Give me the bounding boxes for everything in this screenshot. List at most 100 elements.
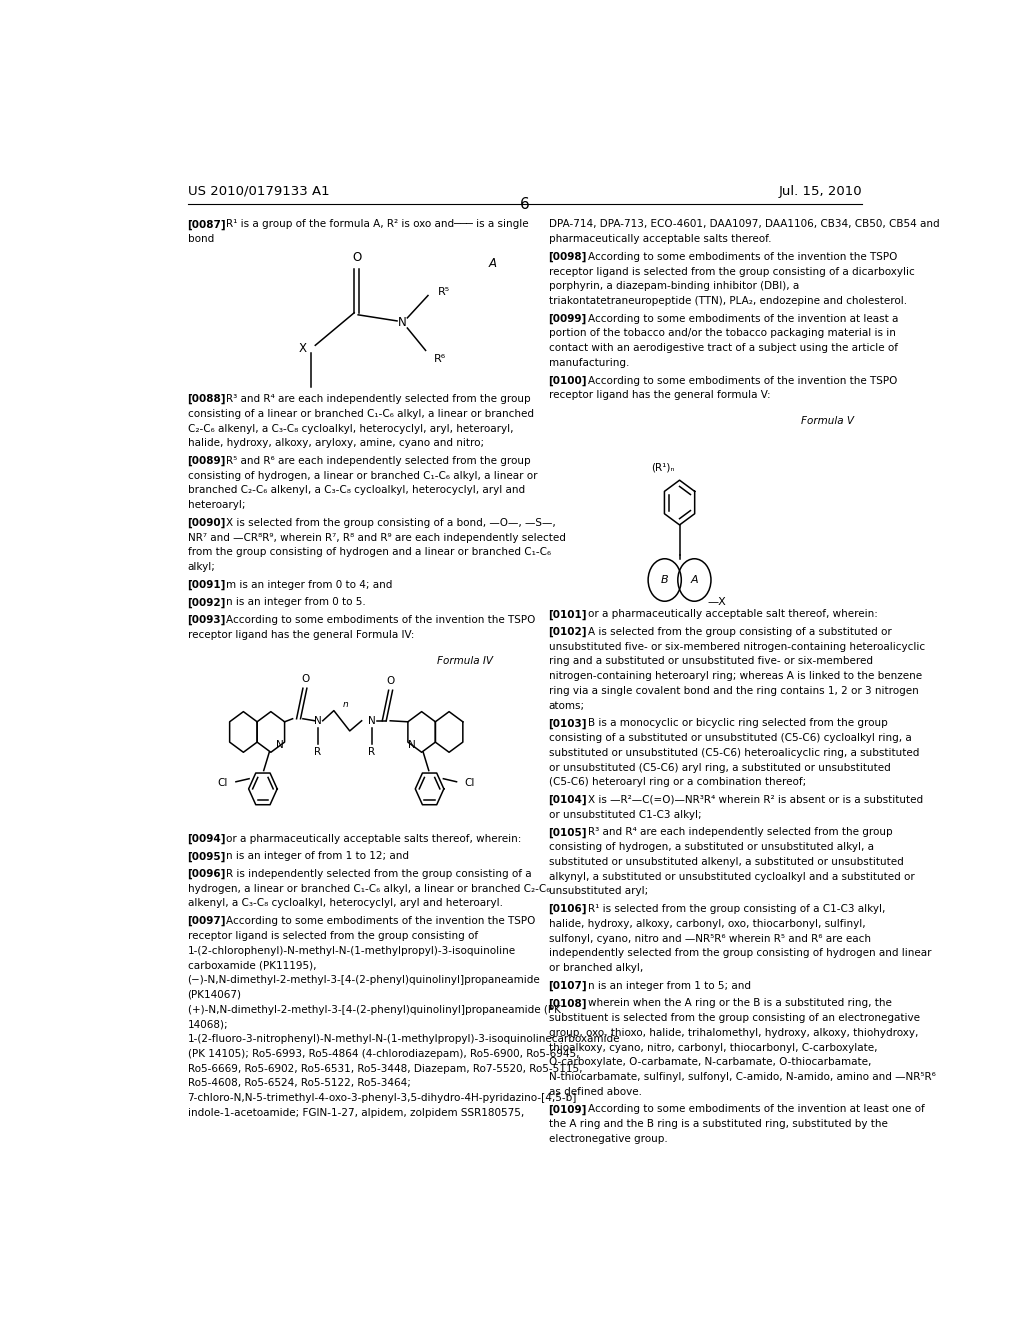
Text: substituted or unsubstituted alkenyl, a substituted or unsubstituted: substituted or unsubstituted alkenyl, a … [549,857,903,867]
Text: B is a monocyclic or bicyclic ring selected from the group: B is a monocyclic or bicyclic ring selec… [574,718,888,729]
Text: B: B [660,576,669,585]
Text: receptor ligand is selected from the group consisting of a dicarboxylic: receptor ligand is selected from the gro… [549,267,914,277]
Text: Jul. 15, 2010: Jul. 15, 2010 [778,185,862,198]
Text: R¹ is selected from the group consisting of a C1-C3 alkyl,: R¹ is selected from the group consisting… [574,904,885,913]
Text: group, oxo, thioxo, halide, trihalomethyl, hydroxy, alkoxy, thiohydroxy,: group, oxo, thioxo, halide, trihalomethy… [549,1028,918,1038]
Text: independently selected from the group consisting of hydrogen and linear: independently selected from the group co… [549,948,931,958]
Text: [0093]: [0093] [187,615,226,626]
Text: O: O [301,675,309,684]
Text: hydrogen, a linear or branched C₁-C₆ alkyl, a linear or branched C₂-C₆: hydrogen, a linear or branched C₁-C₆ alk… [187,883,550,894]
Text: R³ and R⁴ are each independently selected from the group: R³ and R⁴ are each independently selecte… [213,395,531,404]
Text: substituent is selected from the group consisting of an electronegative: substituent is selected from the group c… [549,1012,920,1023]
Text: C₂-C₆ alkenyl, a C₃-C₈ cycloalkyl, heterocyclyl, aryl, heteroaryl,: C₂-C₆ alkenyl, a C₃-C₈ cycloalkyl, heter… [187,424,513,433]
Text: (PK14067): (PK14067) [187,990,242,999]
Text: nitrogen-containing heteroaryl ring; whereas A is linked to the benzene: nitrogen-containing heteroaryl ring; whe… [549,671,922,681]
Text: R: R [314,747,322,758]
Text: [0108]: [0108] [549,998,587,1008]
Text: N-thiocarbamate, sulfinyl, sulfonyl, C-amido, N-amido, amino and —NR⁵R⁶: N-thiocarbamate, sulfinyl, sulfonyl, C-a… [549,1072,936,1082]
Text: (−)-N,N-dimethyl-2-methyl-3-[4-(2-phenyl)quinolinyl]propaneamide: (−)-N,N-dimethyl-2-methyl-3-[4-(2-phenyl… [187,975,541,985]
Text: O: O [352,251,361,264]
Text: O-carboxylate, O-carbamate, N-carbamate, O-thiocarbamate,: O-carboxylate, O-carbamate, N-carbamate,… [549,1057,871,1068]
Text: or branched alkyl,: or branched alkyl, [549,964,643,973]
Text: unsubstituted aryl;: unsubstituted aryl; [549,886,648,896]
Text: [0095]: [0095] [187,851,226,862]
Text: 7-chloro-N,N-5-trimethyl-4-oxo-3-phenyl-3,5-dihydro-4H-pyridazino-[4,5-b]: 7-chloro-N,N-5-trimethyl-4-oxo-3-phenyl-… [187,1093,577,1104]
Text: N: N [397,317,407,330]
Text: halide, hydroxy, alkoxy, aryloxy, amine, cyano and nitro;: halide, hydroxy, alkoxy, aryloxy, amine,… [187,438,483,449]
Text: branched C₂-C₆ alkenyl, a C₃-C₈ cycloalkyl, heterocyclyl, aryl and: branched C₂-C₆ alkenyl, a C₃-C₈ cycloalk… [187,486,524,495]
Text: substituted or unsubstituted (C5-C6) heteroalicyclic ring, a substituted: substituted or unsubstituted (C5-C6) het… [549,748,919,758]
Text: Ro5-6669, Ro5-6902, Ro5-6531, Ro5-3448, Diazepam, Ro7-5520, Ro5-5115,: Ro5-6669, Ro5-6902, Ro5-6531, Ro5-3448, … [187,1064,582,1073]
Text: triakontatetraneuropeptide (TTN), PLA₂, endozepine and cholesterol.: triakontatetraneuropeptide (TTN), PLA₂, … [549,296,906,306]
Text: consisting of a linear or branched C₁-C₆ alkyl, a linear or branched: consisting of a linear or branched C₁-C₆… [187,409,534,418]
Text: [0100]: [0100] [549,376,587,385]
Text: n is an integer from 0 to 5.: n is an integer from 0 to 5. [213,598,367,607]
Text: A is selected from the group consisting of a substituted or: A is selected from the group consisting … [574,627,891,638]
Text: [0098]: [0098] [549,252,587,263]
Text: [0105]: [0105] [549,828,587,838]
Text: 1-(2-fluoro-3-nitrophenyl)-N-methyl-N-(1-methylpropyl)-3-isoquinolinecarboxamide: 1-(2-fluoro-3-nitrophenyl)-N-methyl-N-(1… [187,1034,620,1044]
Text: receptor ligand has the general Formula IV:: receptor ligand has the general Formula … [187,630,414,640]
Text: R⁵ and R⁶ are each independently selected from the group: R⁵ and R⁶ are each independently selecte… [213,455,531,466]
Text: X is selected from the group consisting of a bond, —O—, —S—,: X is selected from the group consisting … [213,517,556,528]
Text: sulfonyl, cyano, nitro and —NR⁵R⁶ wherein R⁵ and R⁶ are each: sulfonyl, cyano, nitro and —NR⁵R⁶ wherei… [549,933,870,944]
Text: Ro5-4608, Ro5-6524, Ro5-5122, Ro5-3464;: Ro5-4608, Ro5-6524, Ro5-5122, Ro5-3464; [187,1078,411,1088]
Text: Cl: Cl [465,777,475,788]
Text: NR⁷ and —CR⁸R⁹, wherein R⁷, R⁸ and R⁹ are each independently selected: NR⁷ and —CR⁸R⁹, wherein R⁷, R⁸ and R⁹ ar… [187,533,565,543]
Text: Cl: Cl [218,777,228,788]
Text: According to some embodiments of the invention the TSPO: According to some embodiments of the inv… [574,376,897,385]
Text: —X: —X [708,597,726,607]
Text: Formula IV: Formula IV [437,656,494,665]
Text: [0090]: [0090] [187,517,226,528]
Text: unsubstituted five- or six-membered nitrogen-containing heteroalicyclic: unsubstituted five- or six-membered nitr… [549,642,925,652]
Text: carboxamide (PK11195),: carboxamide (PK11195), [187,961,316,970]
Text: receptor ligand has the general formula V:: receptor ligand has the general formula … [549,391,770,400]
Text: Formula V: Formula V [801,416,854,426]
Text: consisting of hydrogen, a linear or branched C₁-C₆ alkyl, a linear or: consisting of hydrogen, a linear or bran… [187,471,537,480]
Text: R: R [369,747,376,758]
Text: pharmaceutically acceptable salts thereof.: pharmaceutically acceptable salts thereo… [549,234,771,244]
Text: [0102]: [0102] [549,627,587,638]
Text: wherein when the A ring or the B is a substituted ring, the: wherein when the A ring or the B is a su… [574,998,892,1008]
Text: R⁵: R⁵ [437,288,450,297]
Text: or unsubstituted C1-C3 alkyl;: or unsubstituted C1-C3 alkyl; [549,809,701,820]
Text: [0103]: [0103] [549,718,587,729]
Text: [0088]: [0088] [187,395,226,404]
Text: or a pharmaceutically acceptable salt thereof, wherein:: or a pharmaceutically acceptable salt th… [574,610,878,619]
Text: heteroaryl;: heteroaryl; [187,500,245,511]
Text: [0106]: [0106] [549,904,587,915]
Text: [0101]: [0101] [549,610,587,619]
Text: from the group consisting of hydrogen and a linear or branched C₁-C₆: from the group consisting of hydrogen an… [187,548,551,557]
Text: [0104]: [0104] [549,795,587,805]
Text: [0092]: [0092] [187,598,226,607]
Text: [0109]: [0109] [549,1105,587,1114]
Text: receptor ligand is selected from the group consisting of: receptor ligand is selected from the gro… [187,931,477,941]
Text: the A ring and the B ring is a substituted ring, substituted by the: the A ring and the B ring is a substitut… [549,1119,888,1129]
Text: atoms;: atoms; [549,701,585,710]
Text: ring via a single covalent bond and the ring contains 1, 2 or 3 nitrogen: ring via a single covalent bond and the … [549,686,919,696]
Text: [0096]: [0096] [187,869,226,879]
Text: [0107]: [0107] [549,981,587,991]
Text: N: N [314,715,322,726]
Text: N: N [368,715,376,726]
Text: R¹ is a group of the formula A, R² is oxo and─── is a single: R¹ is a group of the formula A, R² is ox… [213,219,529,230]
Text: According to some embodiments of the invention the TSPO: According to some embodiments of the inv… [213,615,536,626]
Text: thioalkoxy, cyano, nitro, carbonyl, thiocarbonyl, C-carboxylate,: thioalkoxy, cyano, nitro, carbonyl, thio… [549,1043,878,1052]
Text: [0089]: [0089] [187,455,226,466]
Text: According to some embodiments of the invention the TSPO: According to some embodiments of the inv… [574,252,897,261]
Text: R⁶: R⁶ [433,354,445,363]
Text: consisting of hydrogen, a substituted or unsubstituted alkyl, a: consisting of hydrogen, a substituted or… [549,842,873,853]
Text: porphyrin, a diazepam-binding inhibitor (DBI), a: porphyrin, a diazepam-binding inhibitor … [549,281,799,292]
Text: n is an integer of from 1 to 12; and: n is an integer of from 1 to 12; and [213,851,410,861]
Text: halide, hydroxy, alkoxy, carbonyl, oxo, thiocarbonyl, sulfinyl,: halide, hydroxy, alkoxy, carbonyl, oxo, … [549,919,865,929]
Text: portion of the tobacco and/or the tobacco packaging material is in: portion of the tobacco and/or the tobacc… [549,329,895,338]
Text: 6: 6 [520,197,529,213]
Text: n is an integer from 1 to 5; and: n is an integer from 1 to 5; and [574,981,751,991]
Text: (C5-C6) heteroaryl ring or a combination thereof;: (C5-C6) heteroaryl ring or a combination… [549,777,806,787]
Text: According to some embodiments of the invention the TSPO: According to some embodiments of the inv… [213,916,536,927]
Text: [0097]: [0097] [187,916,226,927]
Text: m is an integer from 0 to 4; and: m is an integer from 0 to 4; and [213,579,393,590]
Text: [0091]: [0091] [187,579,226,590]
Text: US 2010/0179133 A1: US 2010/0179133 A1 [187,185,329,198]
Text: [0087]: [0087] [187,219,226,230]
